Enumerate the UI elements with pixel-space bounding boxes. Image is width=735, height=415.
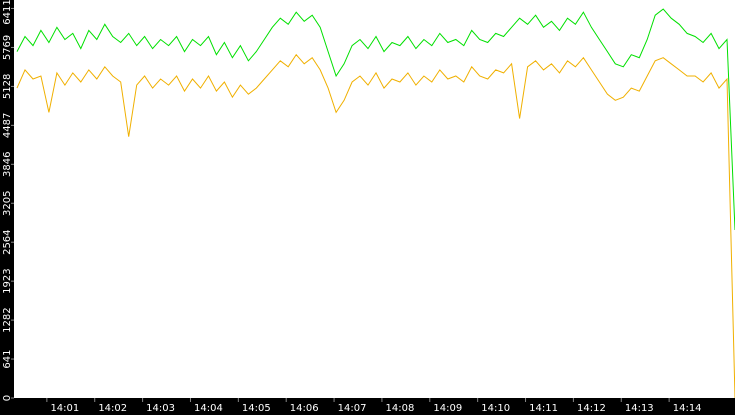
x-tick-label: 14:12	[577, 403, 606, 414]
x-tick-label: 14:10	[481, 403, 510, 414]
x-tick-label: 14:11	[529, 403, 558, 414]
line-series	[16, 8, 735, 231]
x-axis-strip	[0, 398, 735, 415]
x-tick-label: 14:06	[290, 403, 319, 414]
y-tick-label: 3205	[2, 191, 13, 216]
x-tick-label: 14:14	[673, 403, 702, 414]
y-tick-label: 5128	[2, 74, 13, 99]
x-tick-label: 14:08	[386, 403, 415, 414]
x-tick-label: 14:01	[50, 403, 79, 414]
x-tick-label: 14:04	[194, 403, 223, 414]
x-tick-label: 14:13	[625, 403, 654, 414]
y-axis-strip	[0, 0, 14, 415]
y-tick-label: 1282	[2, 307, 13, 332]
x-tick-label: 14:02	[98, 403, 127, 414]
x-tick-label: 14:07	[338, 403, 367, 414]
x-tick-label: 14:03	[146, 403, 175, 414]
y-tick-label: 1923	[2, 268, 13, 293]
y-tick-label: 0	[2, 395, 13, 401]
y-tick-label: 6411	[2, 0, 13, 25]
x-tick-label: 14:09	[433, 403, 462, 414]
y-tick-label: 641	[2, 350, 13, 369]
y-tick-label: 4487	[2, 113, 13, 138]
x-tick-label: 14:05	[242, 403, 271, 414]
y-tick-label: 3846	[2, 152, 13, 177]
y-tick-label: 2564	[2, 229, 13, 254]
y-tick-label: 5769	[2, 35, 13, 60]
line-series	[16, 53, 735, 399]
